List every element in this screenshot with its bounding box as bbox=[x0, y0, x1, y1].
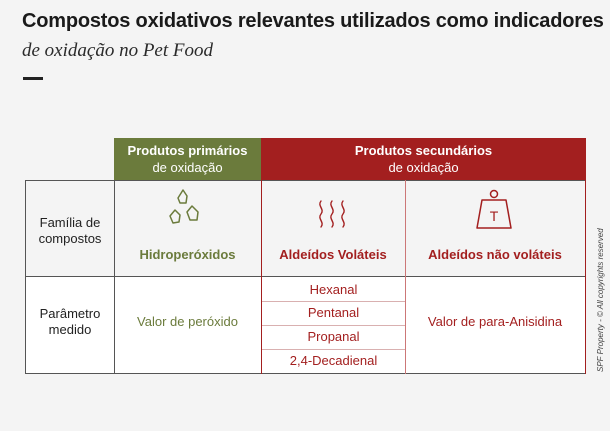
family-hydroperoxides: Hidroperóxidos bbox=[139, 247, 236, 262]
page-title: Compostos oxidativos relevantes utilizad… bbox=[22, 10, 604, 32]
divider-label-col bbox=[114, 180, 115, 374]
droplets-icon bbox=[169, 189, 199, 224]
list-divider bbox=[262, 301, 405, 302]
header-secondary-line2: de oxidação bbox=[388, 160, 459, 175]
param-volatile-item: Propanal bbox=[307, 329, 360, 344]
header-primary-line2: de oxidação bbox=[152, 160, 223, 175]
vapor-icon bbox=[319, 200, 345, 228]
param-volatile-item: 2,4-Decadienal bbox=[289, 353, 378, 368]
title-divider bbox=[23, 77, 43, 80]
page-subtitle: de oxidação no Pet Food bbox=[22, 40, 214, 61]
header-secondary-products: Produtos secundários de oxidação bbox=[261, 138, 586, 180]
param-volatile-item: Pentanal bbox=[307, 305, 360, 320]
copyright-note: SPF Property - © All copyrights reserved bbox=[596, 228, 605, 372]
header-secondary-line1: Produtos secundários bbox=[354, 143, 493, 158]
param-peroxide-value: Valor de peróxido bbox=[137, 314, 238, 329]
param-volatile-item: Hexanal bbox=[309, 282, 358, 297]
param-anisidine-value: Valor de para-Anisidina bbox=[427, 314, 563, 329]
weight-icon: T bbox=[476, 189, 512, 229]
weight-icon-letter: T bbox=[490, 208, 499, 224]
divider-secondary-right bbox=[585, 180, 586, 374]
header-primary-products: Produtos primários de oxidação bbox=[114, 138, 261, 180]
header-primary-line1: Produtos primários bbox=[127, 143, 248, 158]
family-nonvolatile-aldehydes: Aldeídos não voláteis bbox=[428, 247, 562, 262]
list-divider bbox=[262, 325, 405, 326]
param-row-label: Parâmetro medido bbox=[39, 306, 101, 337]
list-divider bbox=[262, 349, 405, 350]
family-row-label: Família de compostos bbox=[38, 215, 102, 246]
divider-secondary-left bbox=[261, 180, 262, 374]
family-volatile-aldehydes: Aldeídos Voláteis bbox=[279, 247, 387, 262]
divider-secondary-mid bbox=[405, 180, 406, 374]
